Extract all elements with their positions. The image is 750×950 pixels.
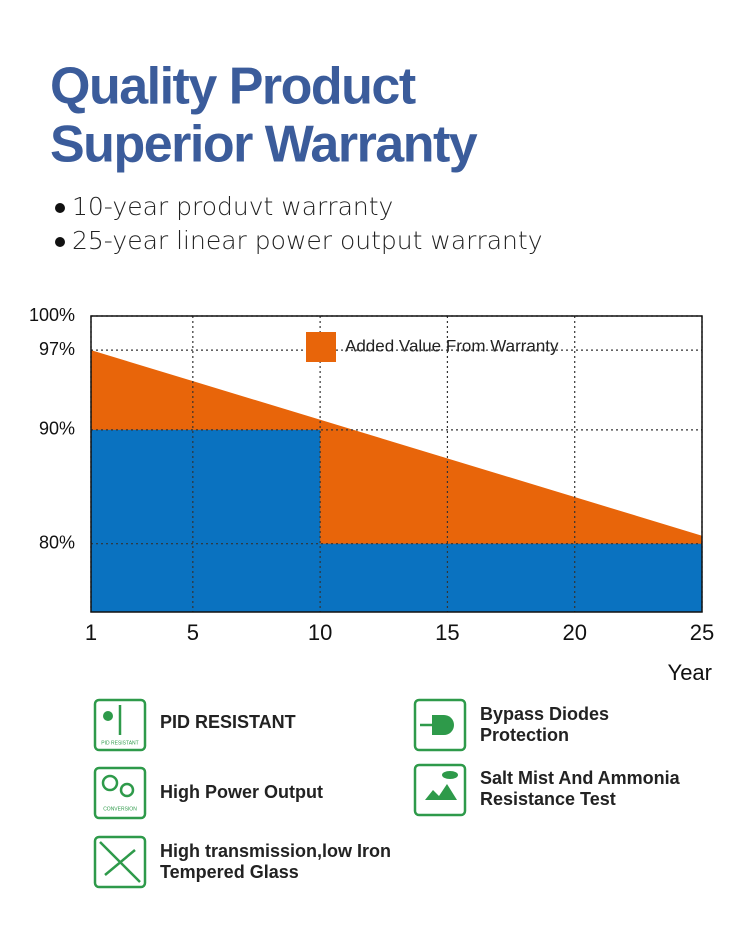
feature-text: Bypass Diodes <box>480 704 609 724</box>
feature-icon <box>413 698 467 752</box>
feature-text: PID RESISTANT <box>160 712 296 732</box>
feature-text: High transmission,low Iron <box>160 841 391 861</box>
y-tick-label: 90% <box>39 419 75 439</box>
feature-icon <box>93 835 147 889</box>
x-axis-label: Year <box>668 660 712 685</box>
area-baseline <box>91 429 702 612</box>
feature-text: Salt Mist And Ammonia <box>480 768 681 788</box>
x-tick-label: 10 <box>308 620 332 645</box>
feature-text: Resistance Test <box>480 789 616 809</box>
x-tick-label: 1 <box>85 620 97 645</box>
bullet: 10-year produvt warranty <box>72 192 393 221</box>
x-tick-label: 20 <box>562 620 586 645</box>
feature-text: Protection <box>480 725 569 745</box>
y-tick-label: 100% <box>29 305 75 325</box>
x-tick-label: 25 <box>690 620 714 645</box>
legend-label: Added Value From Warranty <box>345 336 559 355</box>
bullet-dot <box>55 203 65 213</box>
feature-icon <box>413 763 467 817</box>
feature-text: Tempered Glass <box>160 862 299 882</box>
feature-text: High Power Output <box>160 782 323 802</box>
y-tick-label: 97% <box>39 339 75 359</box>
feature-icon <box>93 766 147 820</box>
y-tick-label: 80% <box>39 532 75 552</box>
x-tick-label: 5 <box>187 620 199 645</box>
bullet-dot <box>55 237 65 247</box>
plot-frame <box>90 315 703 613</box>
bullet: 25-year linear power output warranty <box>72 226 542 255</box>
features: PID RESISTANT PID RESISTANT CONVERSION H… <box>93 698 681 889</box>
icon-label: PID RESISTANT <box>101 740 138 746</box>
title-line: Quality Product <box>50 58 416 116</box>
feature-icon <box>93 698 147 752</box>
title-line: Superior Warranty <box>50 116 478 174</box>
icon-label: CONVERSION <box>103 806 137 812</box>
legend-swatch <box>306 332 336 362</box>
x-tick-label: 15 <box>435 620 459 645</box>
